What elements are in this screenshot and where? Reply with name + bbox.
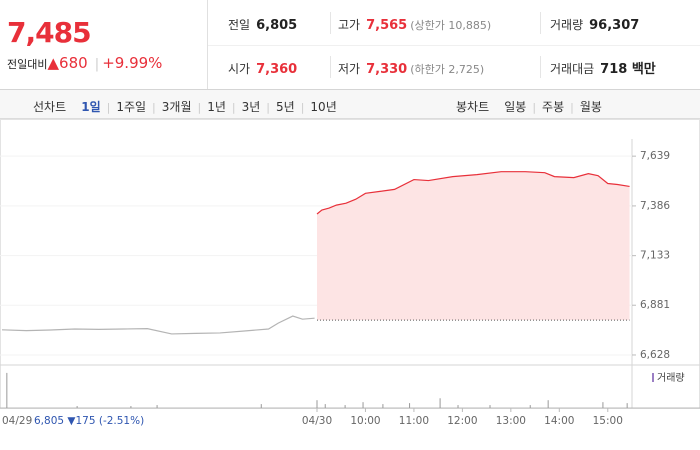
y-tick-label: 6,881 bbox=[640, 299, 670, 311]
period-tab[interactable]: 1주일 bbox=[116, 100, 147, 114]
volume-bar bbox=[76, 406, 78, 408]
y-tick-label: 6,628 bbox=[640, 349, 670, 361]
x-tick-label: 15:00 bbox=[593, 415, 623, 427]
x-tick-label: 11:00 bbox=[399, 415, 429, 427]
sep: | bbox=[106, 101, 111, 114]
sep: | bbox=[231, 101, 236, 114]
info-value: 7,360 bbox=[256, 62, 298, 77]
tab-group-label: 봉차트 bbox=[456, 100, 490, 114]
info-item: 고가 7,565 (상한가 10,885) bbox=[338, 14, 491, 33]
divider bbox=[208, 45, 700, 46]
legend-swatch bbox=[652, 373, 654, 382]
candle-tabs: 봉차트 일봉 | 주봉 | 월봉 bbox=[456, 96, 602, 115]
y-tick-label: 7,133 bbox=[640, 250, 670, 262]
divider bbox=[330, 12, 331, 34]
info-item: 시가 7,360 bbox=[228, 58, 297, 77]
sep: | bbox=[532, 101, 537, 114]
divider bbox=[207, 0, 208, 89]
info-value: 96,307 bbox=[589, 18, 640, 33]
period-tab[interactable]: 3개월 bbox=[161, 100, 192, 114]
legend-label: 거래량 bbox=[657, 372, 685, 384]
period-tab[interactable]: 3년 bbox=[241, 100, 261, 114]
change-rate: +9.99% bbox=[102, 54, 163, 72]
sep: | bbox=[197, 101, 202, 114]
tab-group-label: 선차트 bbox=[33, 100, 67, 114]
period-tab[interactable]: 일봉 bbox=[504, 100, 527, 114]
period-tab[interactable]: 주봉 bbox=[542, 100, 565, 114]
volume-bar bbox=[6, 372, 8, 408]
volume-bar bbox=[626, 403, 628, 408]
volume-bar bbox=[489, 405, 491, 408]
volume-bar bbox=[439, 398, 441, 408]
prev-day-label: 04/29 bbox=[2, 415, 32, 427]
prev-day-summary: 6,805 ▼175 (-2.51%) bbox=[34, 415, 144, 427]
volume-bar bbox=[529, 405, 531, 408]
y-tick-label: 7,639 bbox=[640, 150, 670, 162]
info-label: 고가 bbox=[338, 18, 361, 32]
volume-bar bbox=[409, 403, 411, 408]
period-tab[interactable]: 1일 bbox=[81, 100, 101, 114]
info-value: 6,805 bbox=[256, 18, 298, 33]
volume-bar bbox=[547, 400, 549, 408]
info-item: 저가 7,330 (하한가 2,725) bbox=[338, 58, 484, 77]
price-line bbox=[1, 315, 315, 335]
info-label: 전일 bbox=[228, 18, 251, 32]
sep: | bbox=[266, 101, 271, 114]
volume-bar bbox=[324, 404, 326, 408]
info-label: 거래량 bbox=[550, 18, 584, 32]
price-line bbox=[316, 171, 630, 215]
change: ▲680 bbox=[47, 54, 88, 72]
info-item: 전일 6,805 bbox=[228, 14, 297, 33]
sep: | bbox=[94, 57, 100, 72]
header-box bbox=[0, 0, 700, 90]
volume-bar bbox=[316, 400, 318, 408]
volume-bar bbox=[156, 405, 158, 408]
info-label: 시가 bbox=[228, 62, 251, 76]
change-line: 전일대비▲680 | +9.99% bbox=[7, 54, 162, 72]
period-tab[interactable]: 1년 bbox=[207, 100, 226, 114]
x-tick-label: 12:00 bbox=[447, 415, 477, 427]
price: 7,485 bbox=[7, 16, 92, 49]
period-tab[interactable]: 5년 bbox=[276, 100, 295, 114]
divider bbox=[540, 12, 541, 34]
divider bbox=[540, 56, 541, 78]
chart: 7,639 7,386 7,133 6,881 6,628 04/30 10:00 11:00… bbox=[0, 119, 700, 427]
x-tick-label: 10:00 bbox=[350, 415, 380, 427]
volume-bar bbox=[362, 402, 364, 408]
volume-bar bbox=[602, 402, 604, 408]
period-tab[interactable]: 10년 bbox=[310, 100, 337, 114]
change-label: 전일대비 bbox=[7, 58, 48, 71]
y-tick-label: 7,386 bbox=[640, 200, 670, 212]
info-note: (하한가 2,725) bbox=[410, 63, 485, 76]
divider bbox=[330, 56, 331, 78]
volume-bar bbox=[382, 404, 384, 408]
info-value: 7,330 bbox=[366, 62, 408, 77]
sep: | bbox=[570, 101, 574, 114]
x-tick-label: 04/30 bbox=[302, 415, 332, 427]
volume-bar bbox=[344, 405, 346, 408]
info-label: 저가 bbox=[338, 62, 361, 76]
info-item: 거래량 96,307 bbox=[550, 14, 639, 33]
info-value: 718 백만 bbox=[600, 62, 656, 77]
info-value: 7,565 bbox=[366, 18, 408, 33]
x-tick-label: 14:00 bbox=[544, 415, 574, 427]
sep: | bbox=[300, 101, 305, 114]
line-tabs: 선차트 1일 | 1주일 | 3개월 | 1년 | 3년 | 5년 | 10년 bbox=[33, 96, 337, 115]
volume-bar bbox=[130, 406, 132, 408]
x-tick-label: 13:00 bbox=[496, 415, 526, 427]
info-note: (상한가 10,885) bbox=[410, 19, 492, 32]
period-tab[interactable]: 월봉 bbox=[579, 100, 602, 114]
volume-bar bbox=[260, 404, 262, 408]
volume-bar bbox=[457, 405, 459, 408]
tab-bar bbox=[0, 90, 700, 119]
info-label: 거래대금 bbox=[550, 62, 595, 76]
sep: | bbox=[152, 101, 156, 114]
info-item: 거래대금 718 백만 bbox=[550, 58, 656, 77]
area bbox=[317, 171, 630, 321]
